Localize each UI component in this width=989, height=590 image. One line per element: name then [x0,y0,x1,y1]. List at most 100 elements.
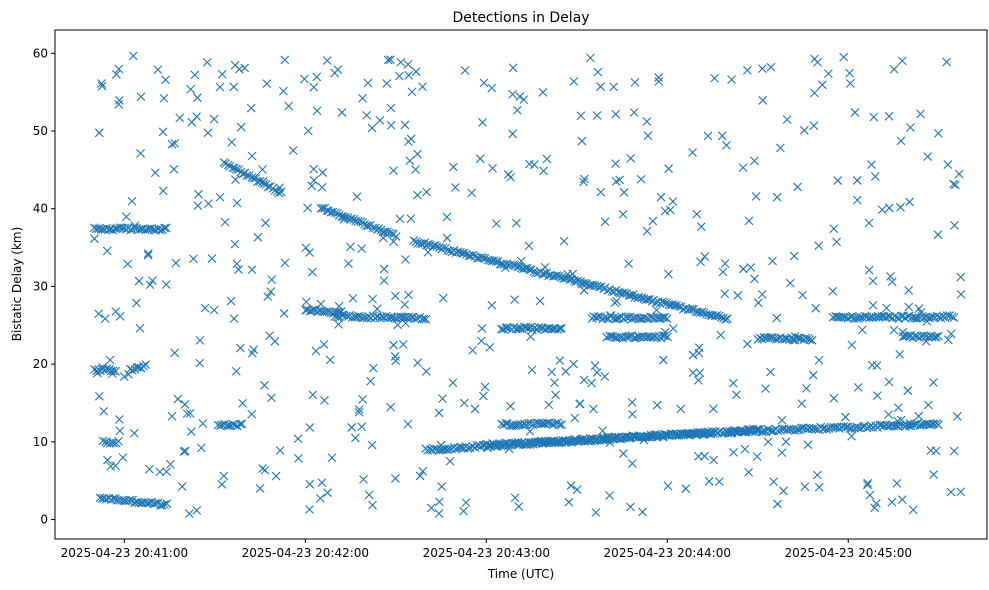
detection-marker [829,393,839,403]
detection-marker [893,403,903,412]
detection-marker [671,429,681,439]
detection-marker [108,366,118,376]
detection-marker [157,500,167,510]
detection-marker [170,348,180,358]
detection-marker [129,428,139,438]
detection-marker [886,271,895,281]
detection-marker [799,125,809,135]
detection-marker [394,71,404,81]
detection-marker [322,56,332,65]
detection-marker [396,57,406,67]
detection-marker [411,67,421,77]
detection-marker [635,332,645,342]
detection-marker [572,485,582,495]
detection-marker [143,250,153,260]
detection-marker [382,79,392,88]
detection-marker [811,424,821,434]
detection-marker [592,368,602,377]
detection-marker [124,369,133,379]
x-tick-label: 2025-04-23 20:41:00 [61,546,188,560]
detection-marker [720,259,730,268]
detection-marker [535,296,545,306]
detection-marker [663,481,673,491]
detection-marker [90,364,99,374]
detection-marker [561,367,571,376]
detection-marker [333,65,343,75]
detection-marker [339,310,348,320]
detection-marker [643,131,653,141]
detection-marker [839,422,849,431]
detection-marker [887,277,897,287]
detection-marker [311,346,321,356]
detection-marker [540,262,550,272]
detection-marker [777,415,787,425]
detection-marker [841,412,850,422]
detection-marker [129,223,139,233]
detection-marker [668,324,678,334]
detection-marker [134,498,144,508]
detection-marker [180,446,190,456]
detection-marker [209,114,219,124]
detection-marker [437,482,447,491]
detection-marker [778,334,788,344]
detection-marker [596,187,606,197]
detection-marker [814,355,824,365]
detection-marker [852,176,862,185]
detection-marker [514,502,524,511]
detection-marker [309,82,319,92]
detection-marker [236,343,245,353]
detection-marker [153,65,163,74]
detection-marker [357,422,367,432]
detection-marker [524,241,534,251]
detection-marker [845,68,854,78]
x-axis: 2025-04-23 20:41:00 2025-04-23 20:42:00 20… [61,539,912,560]
detection-marker [232,259,242,269]
detection-marker [765,426,775,435]
detection-marker [94,391,104,401]
detection-marker [950,180,960,190]
detection-marker [391,232,401,241]
detection-marker [318,168,328,177]
detection-marker [114,99,124,109]
detection-marker [638,507,647,517]
detection-marker [192,505,202,515]
detection-marker [708,311,717,320]
detection-marker [190,70,200,80]
detection-marker [694,343,704,353]
detection-marker [728,378,738,388]
x-tick-label: 2025-04-23 20:44:00 [604,546,731,560]
detection-marker [185,408,195,418]
detection-marker [107,369,117,379]
detection-marker [161,223,171,233]
detection-marker [260,380,269,390]
detection-marker [569,359,578,369]
detection-marker [884,410,893,419]
detection-marker [337,108,347,117]
detection-marker [551,390,560,400]
detection-marker [900,313,910,323]
detection-marker [150,168,160,178]
detection-marker [358,395,368,404]
detection-marker [278,86,288,96]
detection-marker [710,73,719,83]
detection-marker [97,79,106,88]
detection-marker [307,181,317,191]
detection-marker [554,271,564,281]
detection-marker [393,320,403,330]
detection-marker [752,425,762,434]
detection-marker [372,304,382,314]
detection-marker [538,87,548,97]
detection-marker [687,304,697,314]
detection-marker [186,84,196,94]
detection-marker [387,229,397,238]
detection-marker [159,93,169,103]
detection-marker [903,386,913,396]
detection-marker [307,267,317,277]
detection-marker [500,263,510,272]
detection-marker [695,368,705,378]
detection-marker [744,467,754,477]
detection-marker [709,455,719,465]
detection-marker [753,298,763,308]
detection-marker [236,122,246,132]
detection-marker [600,217,610,227]
